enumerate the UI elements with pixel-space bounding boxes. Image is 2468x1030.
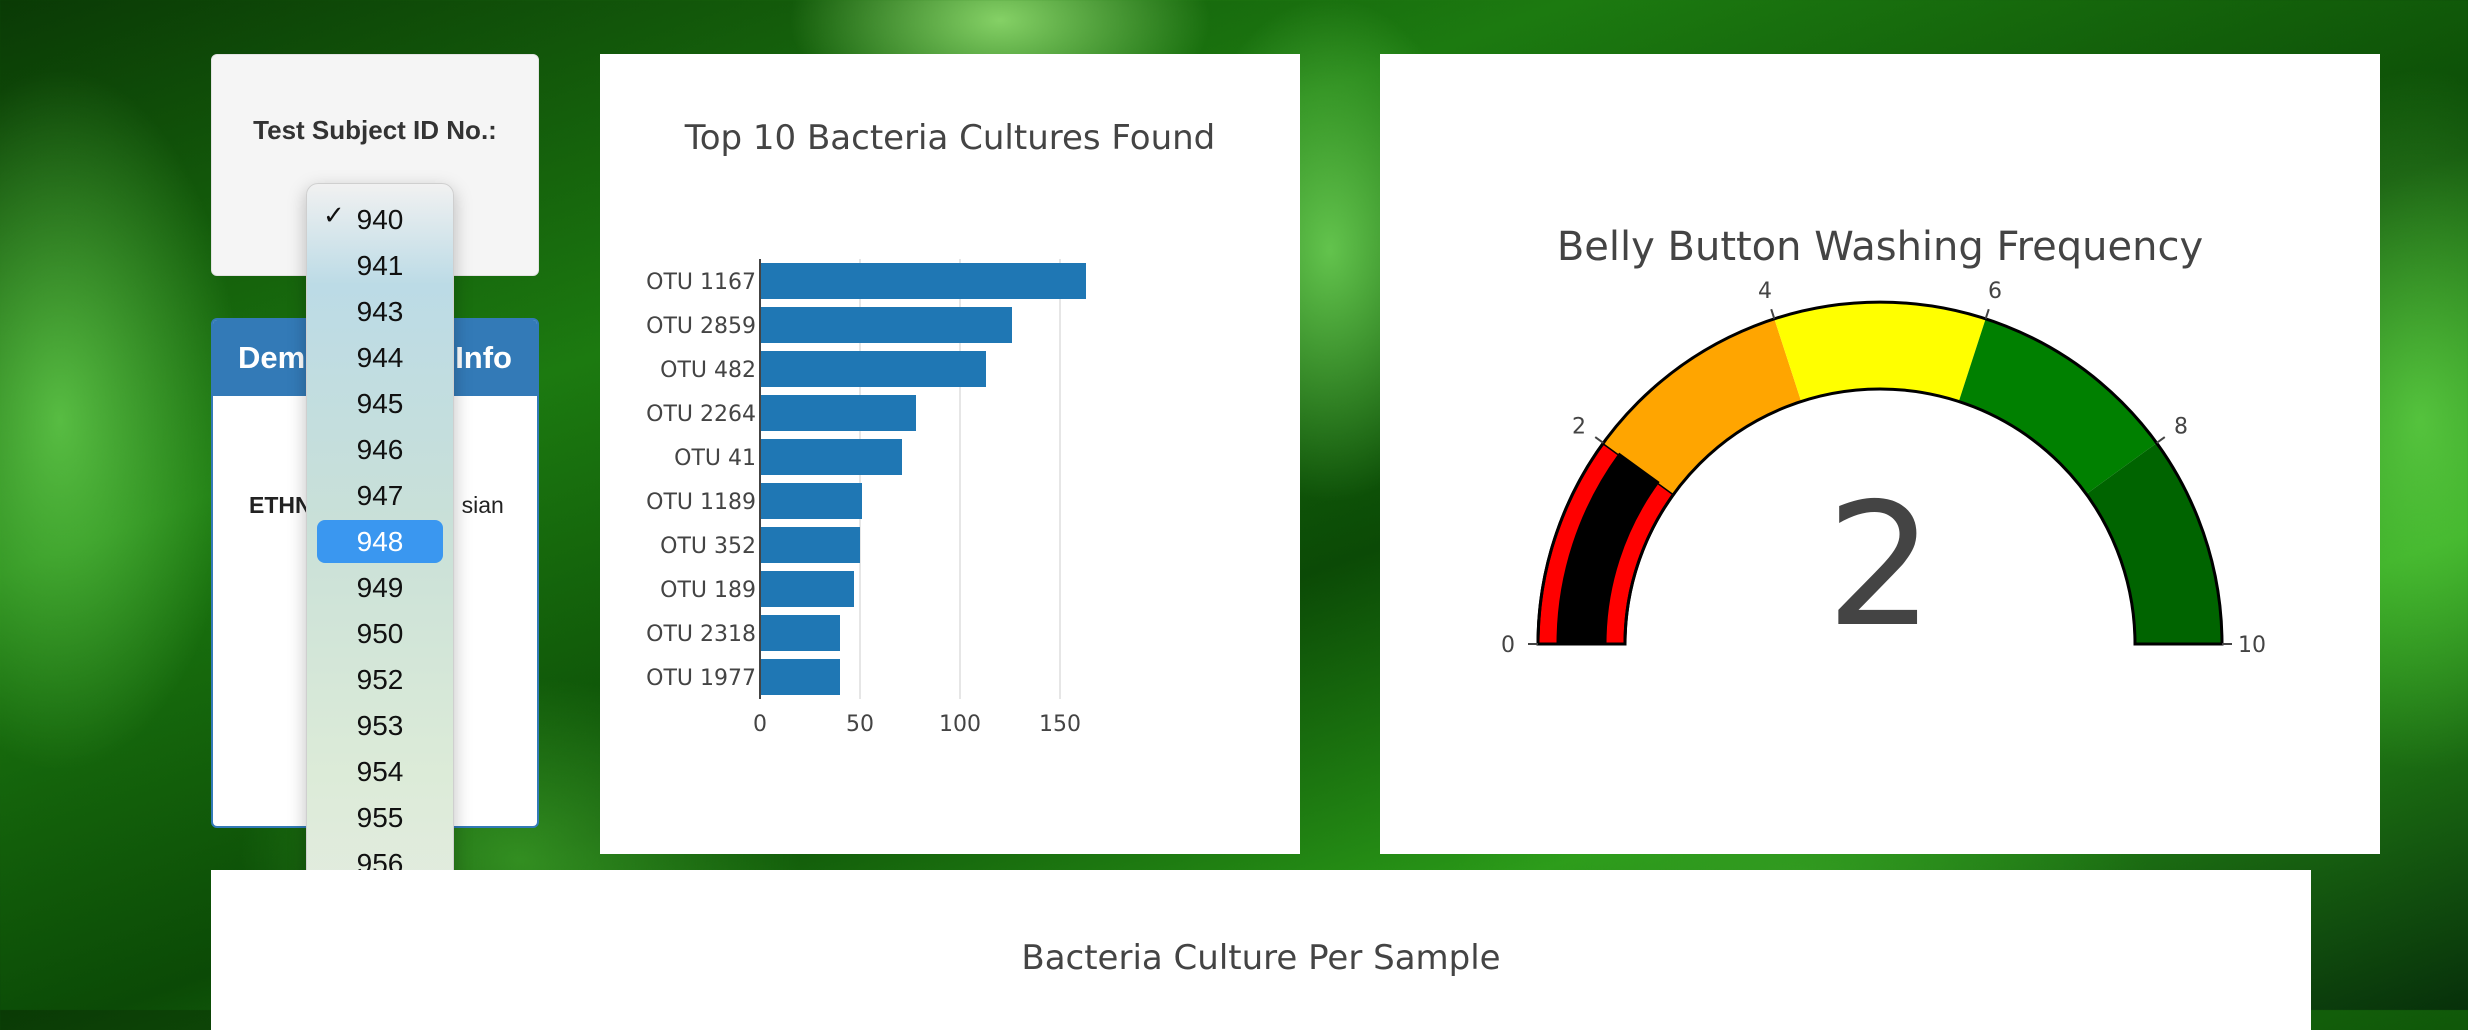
dropdown-option-953[interactable]: 953 [317, 704, 443, 747]
dropdown-option-946[interactable]: 946 [317, 428, 443, 471]
bar-category-label: OTU 2318 [646, 622, 756, 647]
bar-category-label: OTU 1167 [646, 270, 756, 295]
bar-x-tick-label: 150 [1039, 712, 1081, 737]
gauge-step-2 [1774, 302, 1985, 401]
bar-category-label: OTU 189 [660, 578, 756, 603]
demographic-row-value: sian [462, 492, 504, 518]
gauge-tick [2157, 437, 2165, 443]
gauge-tick-label: 4 [1758, 279, 1772, 304]
dropdown-option-947[interactable]: 947 [317, 474, 443, 517]
bar-otu-189 [760, 571, 854, 607]
dropdown-option-941[interactable]: 941 [317, 244, 443, 287]
bubble-chart-title: Bacteria Culture Per Sample [211, 938, 2311, 978]
dropdown-option-949[interactable]: 949 [317, 566, 443, 609]
dropdown-option-948[interactable]: 948 [317, 520, 443, 563]
dropdown-option-952[interactable]: 952 [317, 658, 443, 701]
bar-x-tick-label: 100 [939, 712, 981, 737]
bar-category-label: OTU 2264 [646, 402, 756, 427]
gauge-tick-label: 0 [1501, 633, 1515, 658]
dropdown-option-955[interactable]: 955 [317, 796, 443, 839]
bar-category-label: OTU 352 [660, 534, 756, 559]
bar-otu-2318 [760, 615, 840, 651]
bar-otu-482 [760, 351, 986, 387]
dropdown-option-954[interactable]: 954 [317, 750, 443, 793]
demographic-row-key: ETHN [249, 492, 312, 518]
bar-x-tick-label: 50 [846, 712, 874, 737]
bubble-chart-panel: Bacteria Culture Per Sample [211, 870, 2311, 1030]
bar-category-label: OTU 482 [660, 358, 756, 383]
bar-chart-plot: OTU 1167 OTU 2859 OTU 482 OTU 2264 OTU 41 OTU… [600, 54, 1300, 854]
bar-otu-1189 [760, 483, 862, 519]
bar-x-tick-label: 0 [753, 712, 767, 737]
gauge-chart-plot: 0 2 4 6 8 10 2 [1380, 54, 2380, 854]
subject-select-label: Test Subject ID No.: [212, 115, 538, 145]
bar-otu-1977 [760, 659, 840, 695]
bar-otu-41 [760, 439, 902, 475]
dropdown-option-950[interactable]: 950 [317, 612, 443, 655]
dropdown-option-943[interactable]: 943 [317, 290, 443, 333]
demographic-heading-left: Dem [238, 340, 305, 375]
dropdown-option-940[interactable]: 940 [317, 198, 443, 241]
gauge-tick [1771, 309, 1774, 319]
dropdown-option-944[interactable]: 944 [317, 336, 443, 379]
gauge-value-number: 2 [1826, 467, 1934, 665]
gauge-tick-label: 2 [1572, 414, 1586, 439]
bar-otu-2859 [760, 307, 1012, 343]
bar-category-label: OTU 41 [674, 446, 756, 471]
gauge-tick [1595, 437, 1603, 443]
gauge-chart-panel: Belly Button Washing Frequency 0 2 4 6 8 10 2 [1380, 54, 2380, 854]
gauge-tick [1986, 309, 1989, 319]
bar-otu-1167 [760, 263, 1086, 299]
gauge-tick-label: 10 [2238, 633, 2266, 658]
demographic-heading-right: Info [455, 340, 512, 375]
bar-category-label: OTU 2859 [646, 314, 756, 339]
bar-category-label: OTU 1977 [646, 666, 756, 691]
bar-otu-352 [760, 527, 860, 563]
gauge-tick-label: 6 [1988, 279, 2002, 304]
bar-category-label: OTU 1189 [646, 490, 756, 515]
bar-otu-2264 [760, 395, 916, 431]
dropdown-option-945[interactable]: 945 [317, 382, 443, 425]
gauge-tick-label: 8 [2174, 414, 2188, 439]
bar-chart-panel: Top 10 Bacteria Cultures Found OTU 1167 O… [600, 54, 1300, 854]
